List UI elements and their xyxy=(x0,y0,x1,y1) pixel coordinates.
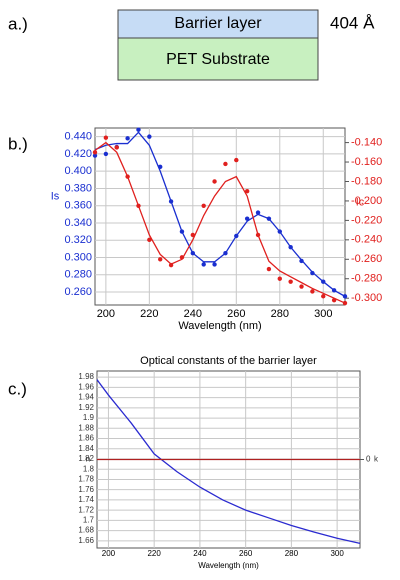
y-tick-label: 1.94 xyxy=(78,393,94,402)
data-line xyxy=(94,141,346,304)
y2-tick-label: 0 xyxy=(366,455,371,464)
y-tick-label: 0.360 xyxy=(64,200,92,212)
data-point xyxy=(103,151,109,157)
data-point xyxy=(136,127,141,132)
data-point xyxy=(92,150,98,155)
data-point xyxy=(201,262,206,267)
data-line xyxy=(94,131,346,297)
data-point xyxy=(266,266,272,272)
y2-tick-label: -0.260 xyxy=(351,253,382,265)
y-tick-label: 0.320 xyxy=(64,234,92,246)
y-tick-label: 1.74 xyxy=(78,495,94,504)
data-point xyxy=(92,153,98,158)
y-tick-label: 1.66 xyxy=(78,536,94,545)
y-tick-label: 0.260 xyxy=(64,286,92,298)
x-axis-label: Wavelength (nm) xyxy=(198,561,259,570)
x-axis-label: Wavelength (nm) xyxy=(178,320,261,332)
y-tick-label: 1.96 xyxy=(78,382,94,391)
x-tick-label: 260 xyxy=(239,549,253,558)
y2-tick-label: -0.160 xyxy=(351,156,382,168)
data-point xyxy=(147,237,152,243)
data-point xyxy=(255,210,261,215)
y-tick-label: 1.92 xyxy=(78,403,94,412)
x-tick-label: 240 xyxy=(184,308,202,320)
x-tick-label: 300 xyxy=(314,308,332,320)
x-tick-label: 240 xyxy=(193,549,207,558)
y-tick-label: 1.78 xyxy=(78,475,94,484)
data-point xyxy=(244,189,250,194)
y-tick-label: 1.86 xyxy=(78,434,94,443)
y2-axis-label: Ic xyxy=(356,196,365,208)
y-tick-label: 1.68 xyxy=(78,526,94,535)
y2-tick-label: -0.180 xyxy=(351,175,382,187)
panel-label: a.) xyxy=(8,14,28,33)
x-tick-label: 220 xyxy=(140,308,158,320)
y-tick-label: 0.420 xyxy=(64,148,92,160)
y-tick-label: 0.380 xyxy=(64,182,92,194)
data-point xyxy=(147,134,152,139)
plot-area xyxy=(94,127,346,306)
x-tick-label: 200 xyxy=(102,549,116,558)
y-tick-label: 0.300 xyxy=(64,251,92,263)
data-point xyxy=(277,276,282,281)
panel-label: b.) xyxy=(8,134,28,153)
y-tick-label: 0.280 xyxy=(64,269,92,281)
data-point xyxy=(234,157,239,163)
data-line xyxy=(96,379,361,545)
y2-tick-label: -0.300 xyxy=(351,292,382,304)
data-point xyxy=(103,135,109,140)
data-point xyxy=(125,136,130,141)
y-axis-label: Is xyxy=(51,190,60,202)
y-tick-label: 0.400 xyxy=(64,165,92,177)
y2-tick-label: -0.200 xyxy=(351,195,382,207)
data-point xyxy=(299,284,304,289)
y-tick-label: 1.76 xyxy=(78,485,94,494)
data-point xyxy=(201,203,206,209)
x-tick-label: 260 xyxy=(227,308,245,320)
data-point xyxy=(321,294,326,299)
y-tick-label: 1.7 xyxy=(83,515,95,524)
y2-axis-label: k xyxy=(374,455,379,464)
data-point xyxy=(244,216,250,221)
data-point xyxy=(114,145,119,150)
y-axis-label: n xyxy=(86,455,90,464)
layer-box xyxy=(117,9,319,39)
chart-title: Optical constants of the barrier layer xyxy=(140,355,317,367)
data-point xyxy=(212,262,217,267)
layer-label: PET Substrate xyxy=(166,51,270,68)
x-tick-label: 280 xyxy=(271,308,289,320)
y-tick-label: 0.340 xyxy=(64,217,92,229)
y-tick-label: 0.440 xyxy=(64,131,92,143)
data-point xyxy=(212,179,217,184)
y-tick-label: 1.72 xyxy=(78,505,94,514)
y-tick-label: 1.82 xyxy=(78,454,94,463)
y-tick-label: 1.9 xyxy=(83,413,95,422)
x-tick-label: 280 xyxy=(285,549,299,558)
panel-label: c.) xyxy=(8,379,27,398)
y2-tick-label: -0.220 xyxy=(351,214,382,226)
y2-tick-label: -0.280 xyxy=(351,273,382,285)
data-point xyxy=(158,257,163,262)
data-point xyxy=(223,161,228,167)
data-point xyxy=(310,289,315,294)
x-tick-label: 300 xyxy=(330,549,344,558)
y2-tick-label: -0.240 xyxy=(351,234,382,246)
y-tick-label: 1.98 xyxy=(78,372,94,381)
y-tick-label: 1.84 xyxy=(78,444,94,453)
layer-box xyxy=(117,37,319,81)
x-tick-label: 200 xyxy=(97,308,115,320)
thickness-label: 404 Å xyxy=(330,13,375,32)
y-tick-label: 1.8 xyxy=(83,464,95,473)
layer-label: Barrier layer xyxy=(174,15,262,32)
y2-tick-label: -0.140 xyxy=(351,136,382,148)
y-tick-label: 1.88 xyxy=(78,423,94,432)
x-tick-label: 220 xyxy=(147,549,161,558)
data-point xyxy=(288,279,293,284)
